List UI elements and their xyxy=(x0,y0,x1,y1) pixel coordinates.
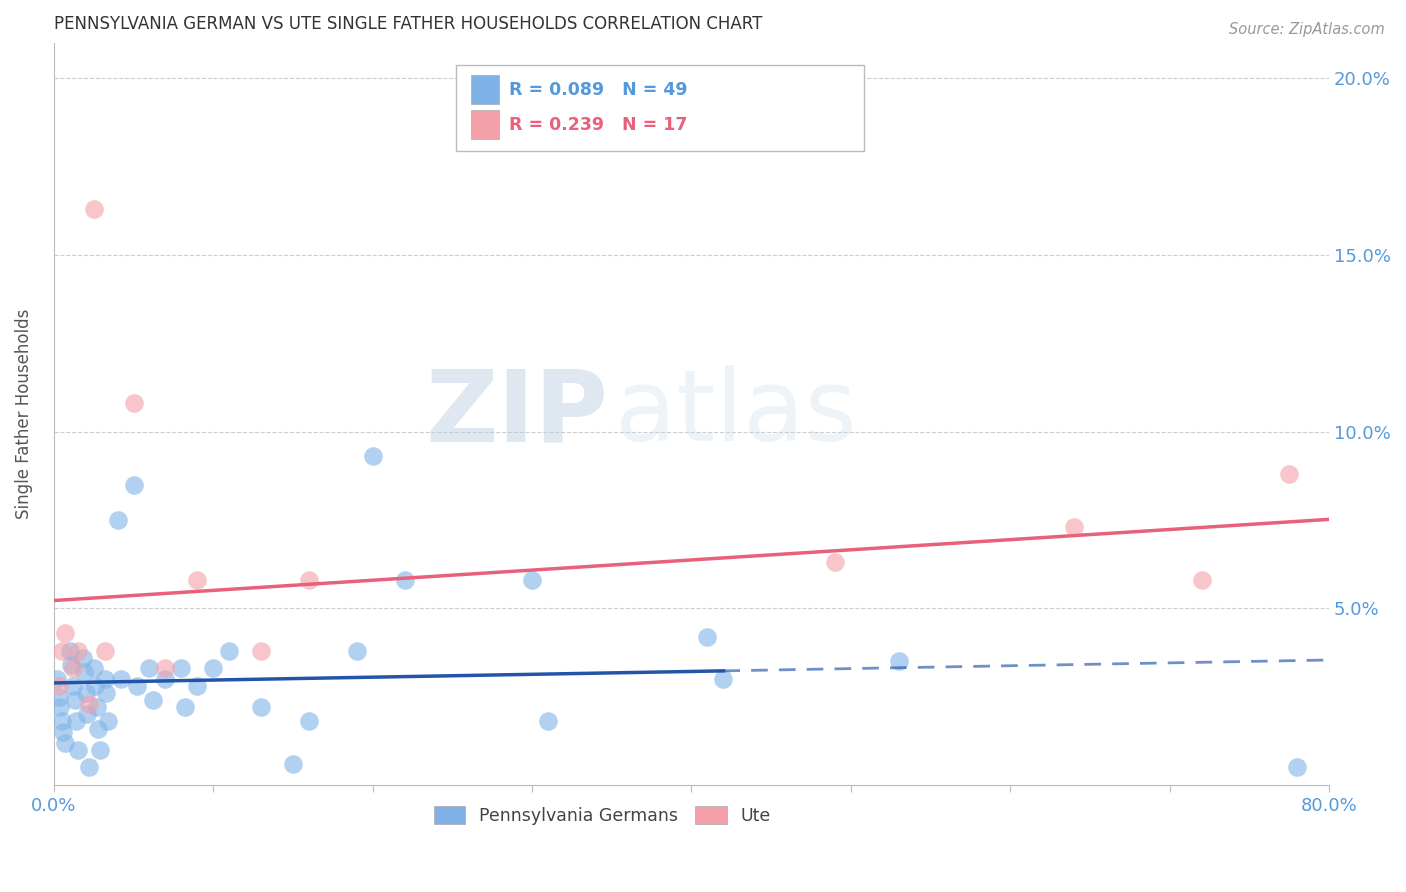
Point xyxy=(298,714,321,729)
Point xyxy=(250,644,273,658)
Point xyxy=(138,661,160,675)
Point xyxy=(77,697,100,711)
Point xyxy=(46,672,69,686)
Point xyxy=(77,760,100,774)
Point xyxy=(110,672,132,686)
Point xyxy=(361,450,384,464)
Point xyxy=(537,714,560,729)
Point xyxy=(72,651,94,665)
Point xyxy=(84,679,107,693)
Point xyxy=(48,679,70,693)
Point xyxy=(97,714,120,729)
Point xyxy=(218,644,240,658)
Text: Source: ZipAtlas.com: Source: ZipAtlas.com xyxy=(1229,22,1385,37)
Point xyxy=(73,665,96,679)
Point xyxy=(298,573,321,587)
Point xyxy=(155,661,177,675)
Point xyxy=(76,707,98,722)
Point xyxy=(170,661,193,675)
Point xyxy=(87,722,110,736)
Point xyxy=(66,644,89,658)
Point xyxy=(202,661,225,675)
Point xyxy=(346,644,368,658)
Point xyxy=(51,714,73,729)
Text: ZIP: ZIP xyxy=(426,366,609,462)
Point xyxy=(96,686,118,700)
Text: atlas: atlas xyxy=(614,366,856,462)
Text: R = 0.239   N = 17: R = 0.239 N = 17 xyxy=(509,116,688,134)
Point xyxy=(66,743,89,757)
Point xyxy=(824,556,846,570)
Point xyxy=(186,679,208,693)
Bar xyxy=(471,110,499,139)
Point xyxy=(89,743,111,757)
Point xyxy=(94,672,117,686)
Point xyxy=(94,644,117,658)
Point xyxy=(59,644,82,658)
Point xyxy=(83,661,105,675)
Bar xyxy=(471,75,499,104)
Point xyxy=(887,654,910,668)
Point xyxy=(65,714,87,729)
Text: PENNSYLVANIA GERMAN VS UTE SINGLE FATHER HOUSEHOLDS CORRELATION CHART: PENNSYLVANIA GERMAN VS UTE SINGLE FATHER… xyxy=(53,15,762,33)
Point xyxy=(51,644,73,658)
Point xyxy=(63,693,86,707)
Point xyxy=(1063,520,1085,534)
Point xyxy=(281,756,304,771)
Point xyxy=(250,700,273,714)
Point xyxy=(52,725,75,739)
Point xyxy=(173,700,195,714)
FancyBboxPatch shape xyxy=(456,65,863,151)
Point xyxy=(696,630,718,644)
Point xyxy=(1191,573,1213,587)
Point xyxy=(83,202,105,216)
Point xyxy=(48,690,70,704)
Point xyxy=(520,573,543,587)
Point xyxy=(107,513,129,527)
Point xyxy=(186,573,208,587)
Point xyxy=(1286,760,1309,774)
Point xyxy=(711,672,734,686)
Point xyxy=(62,679,84,693)
Point xyxy=(60,657,83,672)
Point xyxy=(62,661,84,675)
Point xyxy=(53,626,76,640)
Text: R = 0.089   N = 49: R = 0.089 N = 49 xyxy=(509,80,688,99)
Legend: Pennsylvania Germans, Ute: Pennsylvania Germans, Ute xyxy=(427,799,778,832)
Point xyxy=(53,736,76,750)
Point xyxy=(155,672,177,686)
Point xyxy=(1278,467,1301,481)
Point xyxy=(125,679,148,693)
Point xyxy=(394,573,416,587)
Point xyxy=(122,396,145,410)
Y-axis label: Single Father Households: Single Father Households xyxy=(15,309,32,519)
Point xyxy=(75,686,97,700)
Point xyxy=(122,477,145,491)
Point xyxy=(49,700,72,714)
Point xyxy=(142,693,165,707)
Point xyxy=(86,700,108,714)
